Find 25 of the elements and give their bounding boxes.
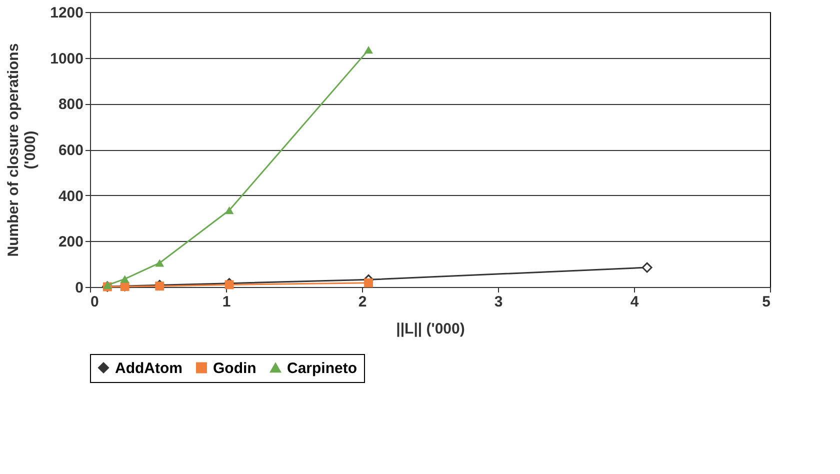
point: [224, 206, 234, 214]
legend-label: AddAtom: [115, 360, 182, 377]
x-tick-label: 2: [358, 294, 367, 310]
legend-label: Godin: [213, 360, 256, 377]
y-tick-label: 200: [58, 234, 84, 251]
x-tick-label: 1: [222, 294, 231, 310]
point: [642, 262, 652, 273]
x-tick-label: 3: [494, 294, 503, 310]
y-tick-label: 400: [58, 188, 84, 205]
y-tick-label: 0: [75, 280, 84, 296]
y-tick-label: 1200: [50, 4, 84, 22]
x-tick-label: 5: [762, 294, 770, 310]
x-tick-label: 4: [630, 294, 640, 310]
legend-label: Carpineto: [287, 360, 358, 377]
point: [120, 275, 130, 283]
point: [364, 46, 373, 54]
y-axis-title: Number of closure operations ('000): [5, 43, 40, 257]
point: [155, 259, 164, 267]
point: [364, 278, 373, 288]
point: [224, 280, 234, 290]
x-axis-title: ||L|| ('000): [396, 320, 465, 338]
y-tick-label: 800: [58, 96, 84, 114]
y-tick-label: 600: [58, 142, 84, 159]
x-tick-label: 0: [90, 294, 99, 310]
y-tick-label: 1000: [50, 50, 84, 68]
